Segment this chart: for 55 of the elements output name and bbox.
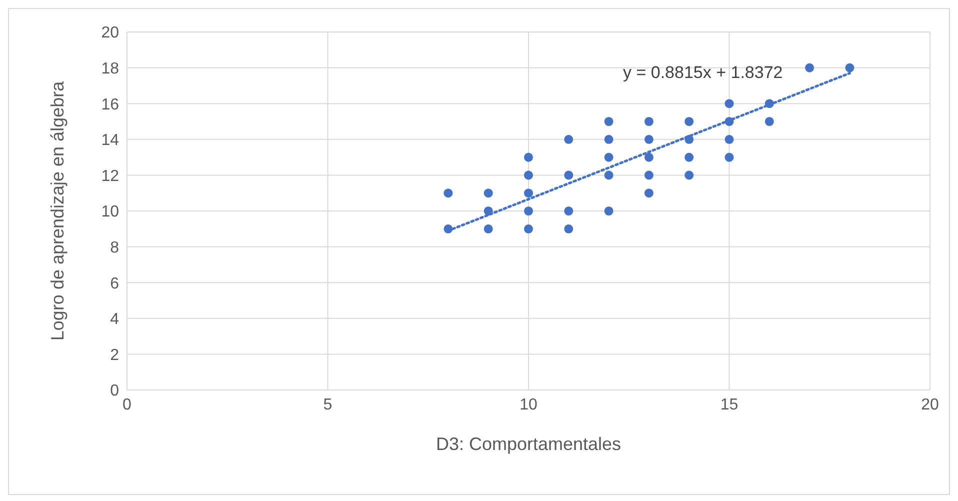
point <box>764 116 774 126</box>
point <box>524 224 534 234</box>
point <box>444 224 453 234</box>
y-tick-label: 16 <box>101 96 120 114</box>
y-tick-label: 2 <box>110 346 120 364</box>
point <box>805 63 814 72</box>
point <box>604 116 614 126</box>
y-tick-label: 12 <box>101 168 120 185</box>
point <box>484 224 493 234</box>
x-tick-label: 20 <box>921 396 939 414</box>
y-tick-label: 18 <box>101 60 120 78</box>
point <box>644 188 654 198</box>
point <box>644 152 654 162</box>
point <box>724 152 734 162</box>
point <box>564 134 574 144</box>
point <box>524 206 534 216</box>
point <box>845 63 854 72</box>
point <box>524 152 534 162</box>
point <box>604 170 614 180</box>
y-tick-label: 0 <box>110 382 120 400</box>
point <box>644 170 654 180</box>
point <box>604 152 614 162</box>
point <box>764 99 774 108</box>
point <box>684 152 694 162</box>
point <box>524 188 534 198</box>
y-tick-label: 10 <box>101 204 120 221</box>
point <box>524 170 534 180</box>
point <box>724 116 734 126</box>
point <box>644 134 654 144</box>
y-tick-label: 8 <box>110 239 120 256</box>
point <box>684 170 694 180</box>
x-tick-label: 0 <box>122 396 132 414</box>
point <box>564 206 574 216</box>
point <box>484 188 493 198</box>
point <box>444 188 453 198</box>
y-tick-label: 6 <box>110 275 120 292</box>
y-tick-label: 20 <box>101 24 120 42</box>
x-tick-label: 15 <box>720 396 738 414</box>
annotation: y = 0.8815x + 1.8372 <box>623 63 783 83</box>
point <box>484 206 493 216</box>
point <box>724 99 734 108</box>
point <box>684 134 694 144</box>
point <box>644 116 654 126</box>
y-tick-label: 4 <box>110 311 120 328</box>
x-tick-label: 10 <box>520 396 538 414</box>
point <box>684 116 694 126</box>
point <box>564 224 574 234</box>
y-tick-label: 14 <box>101 132 120 150</box>
y-axis-title: Logro de aprendizaje en álgebra <box>47 80 68 341</box>
point <box>564 170 574 180</box>
point <box>604 134 614 144</box>
point <box>724 134 734 144</box>
x-axis-title: D3: Comportamentales <box>436 434 622 454</box>
point <box>604 206 614 216</box>
x-tick-label: 5 <box>323 396 332 414</box>
